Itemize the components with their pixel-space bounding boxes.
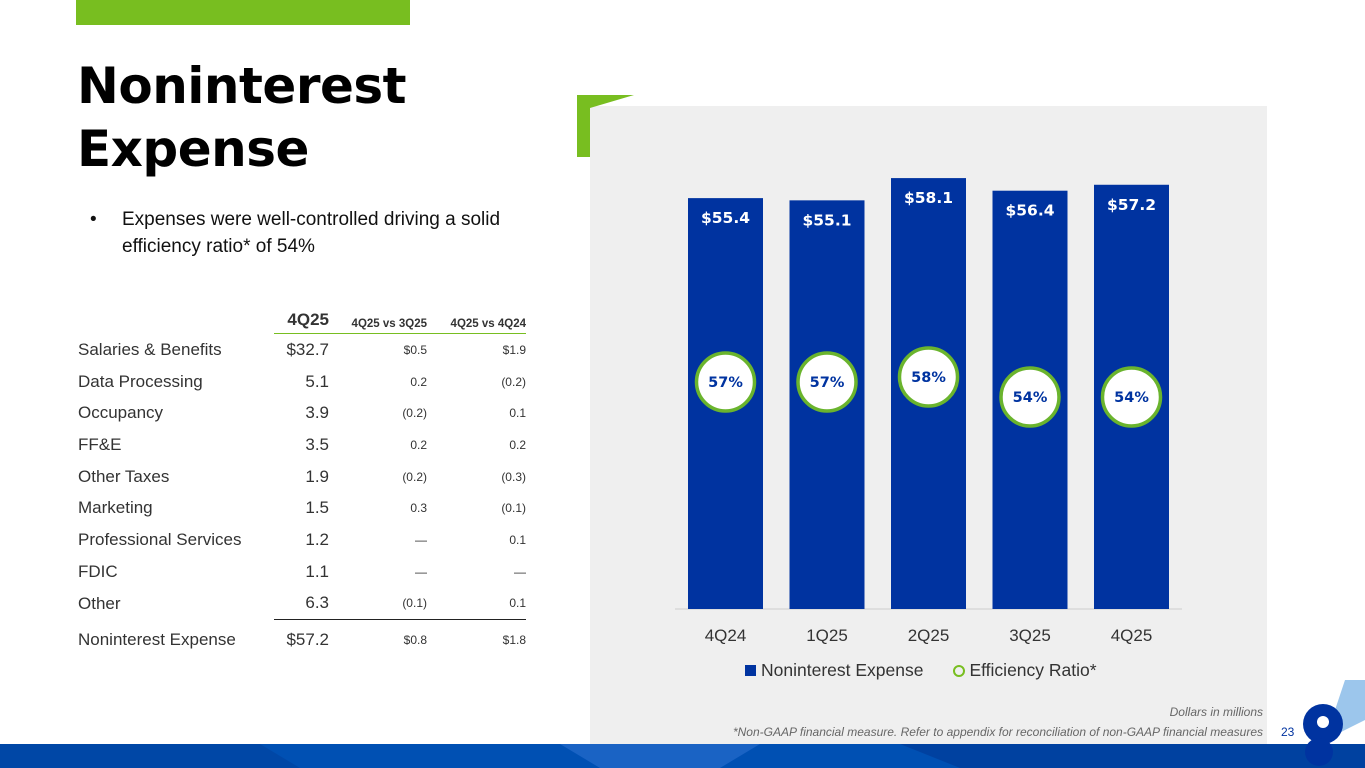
row-quarter: 1.5	[305, 498, 329, 518]
table-row: Data Processing 5.1 0.2 (0.2)	[76, 366, 526, 398]
legend-ratio-swatch	[953, 664, 966, 677]
row-label: FDIC	[78, 561, 118, 581]
ratio-marker	[897, 346, 960, 408]
total-label: Noninterest Expense	[78, 629, 236, 649]
x-tick-label: 2Q25	[908, 626, 950, 645]
expense-bar-chart: $55.4 4Q24 57% $55.1 1Q25 57% $58.1 2Q25 58% $56.…	[675, 178, 1182, 645]
row-quarter: 1.9	[305, 466, 329, 486]
row-label: Professional Services	[78, 529, 242, 549]
table-row: Professional Services 1.2 — 0.1	[76, 524, 526, 556]
row-label: FF&E	[78, 434, 122, 454]
ratio-value-label: 57%	[708, 375, 743, 391]
row-label: Other	[78, 593, 121, 613]
row-vs-prev: —	[415, 564, 427, 579]
brand-logo-icon	[1303, 680, 1365, 766]
total-quarter: $57.2	[286, 630, 329, 650]
row-quarter: 3.9	[305, 403, 329, 423]
row-quarter: 6.3	[274, 587, 329, 621]
row-quarter: 1.1	[305, 561, 329, 581]
ratio-marker	[694, 351, 757, 413]
total-vs-year: $1.8	[502, 633, 526, 648]
row-vs-prev: (0.2)	[402, 406, 427, 421]
ratio-marker	[1100, 366, 1163, 428]
row-vs-prev: 0.2	[410, 437, 427, 452]
row-vs-prev: (0.2)	[402, 469, 427, 484]
row-quarter: $32.7	[286, 339, 329, 359]
row-vs-year: (0.3)	[501, 469, 526, 484]
bullet-text: Expenses were well-controlled driving a …	[122, 209, 501, 257]
row-vs-year: —	[514, 564, 526, 579]
x-tick-label: 4Q25	[1111, 626, 1153, 645]
title-line-2: Expense	[77, 120, 309, 178]
legend-bar-label: Noninterest Expense	[761, 660, 924, 680]
row-vs-year: (0.2)	[501, 374, 526, 389]
table-row: Occupancy 3.9 (0.2) 0.1	[76, 397, 526, 429]
header-vs-year: 4Q25 vs 4Q24	[427, 302, 526, 334]
row-label: Other Taxes	[78, 466, 170, 486]
table-row: Salaries & Benefits $32.7 $0.5 $1.9	[76, 334, 526, 366]
corner-accent	[577, 95, 634, 157]
table-row: Marketing 1.5 0.3 (0.1)	[76, 492, 526, 524]
ratio-value-label: 58%	[911, 370, 946, 386]
accent-bar	[76, 0, 410, 25]
header-quarter: 4Q25	[274, 302, 329, 334]
expense-table: 4Q25 4Q25 vs 3Q25 4Q25 vs 4Q24 Salaries …	[76, 302, 526, 656]
row-label: Marketing	[78, 498, 153, 518]
row-vs-prev: (0.1)	[329, 587, 427, 621]
row-vs-year: 0.1	[509, 532, 526, 547]
bar-value-label: $55.1	[802, 211, 851, 229]
footnote: *Non-GAAP financial measure. Refer to ap…	[732, 725, 1263, 739]
table-row: FDIC 1.1 — —	[76, 556, 526, 588]
bar-value-label: $56.4	[1005, 202, 1054, 220]
bottom-band	[0, 744, 1365, 768]
table-row: FF&E 3.5 0.2 0.2	[76, 429, 526, 461]
total-vs-prev: $0.8	[403, 633, 427, 648]
row-vs-year: (0.1)	[501, 501, 526, 516]
row-vs-prev: —	[415, 532, 427, 547]
table-total-row: Noninterest Expense $57.2 $0.8 $1.8	[76, 620, 526, 656]
table-row: Other Taxes 1.9 (0.2) (0.3)	[76, 461, 526, 493]
row-label: Data Processing	[78, 371, 203, 391]
x-tick-label: 4Q24	[705, 626, 747, 645]
ratio-value-label: 57%	[810, 375, 845, 391]
ratio-marker	[796, 351, 858, 413]
legend-ratio-label: Efficiency Ratio*	[969, 660, 1097, 680]
header-vs-prev: 4Q25 vs 3Q25	[329, 302, 427, 334]
table-row: Other 6.3 (0.1) 0.1	[76, 587, 526, 621]
band-pattern	[0, 744, 1365, 768]
bar-value-label: $55.4	[701, 209, 750, 227]
row-quarter: 1.2	[305, 529, 329, 549]
row-quarter: 3.5	[305, 434, 329, 454]
row-vs-prev: $0.5	[403, 342, 427, 357]
ratio-value-label: 54%	[1013, 390, 1048, 406]
row-vs-prev: 0.2	[410, 374, 427, 389]
row-label: Occupancy	[78, 403, 164, 423]
bullet-marker: •	[90, 209, 97, 230]
row-quarter: 5.1	[305, 371, 329, 391]
header-label	[76, 302, 274, 334]
row-vs-year: 0.1	[509, 406, 526, 421]
row-vs-year: $1.9	[502, 342, 526, 357]
title-line-1: Noninterest	[77, 57, 407, 115]
ratio-value-label: 54%	[1114, 390, 1149, 406]
chart-legend: Noninterest Expense Efficiency Ratio*	[745, 660, 1097, 681]
page-number: 23	[1281, 725, 1295, 739]
ratio-marker	[999, 366, 1061, 428]
bar-value-label: $57.2	[1107, 196, 1156, 214]
table-header-row: 4Q25 4Q25 vs 3Q25 4Q25 vs 4Q24	[76, 302, 526, 334]
row-label: Salaries & Benefits	[78, 339, 222, 359]
page-title: Noninterest Expense	[77, 55, 407, 181]
x-tick-label: 1Q25	[806, 626, 848, 645]
row-vs-year: 0.2	[509, 437, 526, 452]
row-vs-year: 0.1	[427, 587, 526, 621]
legend-bar-swatch	[745, 665, 756, 676]
x-tick-label: 3Q25	[1009, 626, 1051, 645]
row-vs-prev: 0.3	[410, 501, 427, 516]
bar-value-label: $58.1	[904, 189, 953, 207]
units-note: Dollars in millions	[1169, 705, 1263, 719]
